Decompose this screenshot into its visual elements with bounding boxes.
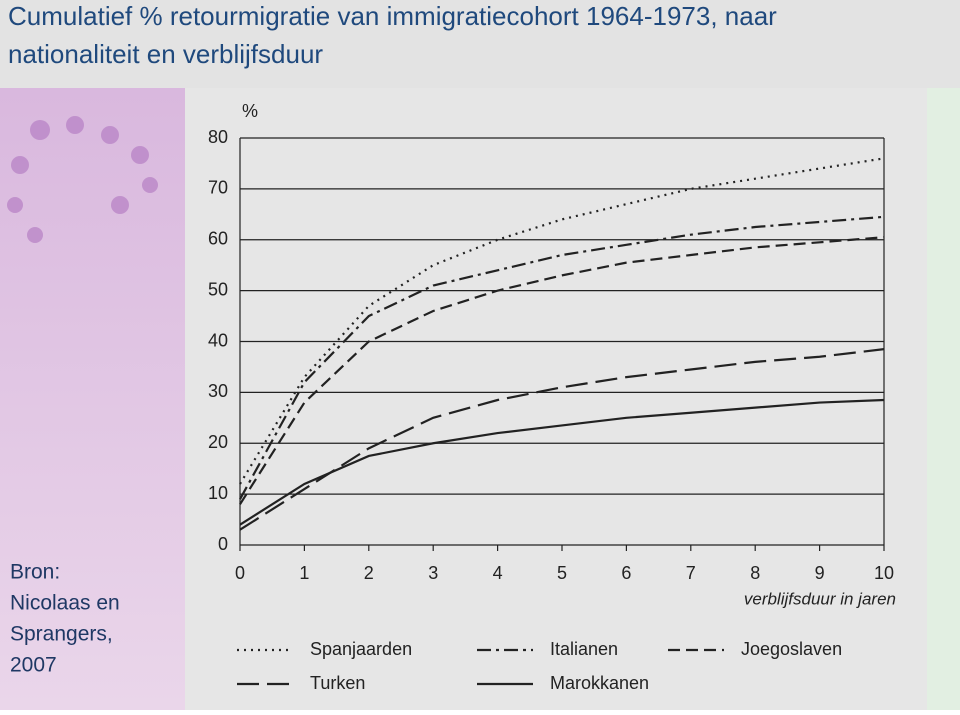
series-line xyxy=(239,236,885,505)
source-line: Sprangers, xyxy=(10,623,113,646)
title-line: Cumulatief % retourmigratie van immigrat… xyxy=(8,1,777,31)
y-tick-label: 0 xyxy=(218,534,228,554)
y-tick-label: 30 xyxy=(208,381,228,401)
title-bar xyxy=(0,0,960,88)
x-tick-label: 3 xyxy=(428,563,438,583)
x-tick-label: 8 xyxy=(750,563,760,583)
legend-label: Turken xyxy=(310,673,365,693)
logo-decoration xyxy=(7,116,158,243)
y-tick-label: 50 xyxy=(208,279,228,299)
legend-label: Marokkanen xyxy=(550,673,649,693)
x-axis-label: verblijfsduur in jaren xyxy=(744,589,896,608)
left-panel xyxy=(0,88,185,710)
x-tick-label: 9 xyxy=(815,563,825,583)
y-tick-label: 80 xyxy=(208,127,228,147)
x-tick-label: 0 xyxy=(235,563,245,583)
y-tick-label: 10 xyxy=(208,483,228,503)
chart-background xyxy=(185,88,927,710)
series-line xyxy=(239,398,885,526)
source-line: 2007 xyxy=(10,654,57,677)
y-tick-label: 60 xyxy=(208,229,228,249)
x-tick-label: 6 xyxy=(621,563,631,583)
x-tick-label: 4 xyxy=(493,563,503,583)
x-tick-label: 2 xyxy=(364,563,374,583)
y-tick-label: 20 xyxy=(208,432,228,452)
y-axis-label: % xyxy=(242,101,258,121)
legend-label: Spanjaarden xyxy=(310,639,412,659)
x-tick-label: 10 xyxy=(874,563,894,583)
series-line xyxy=(239,348,885,531)
right-strip xyxy=(927,88,960,710)
y-tick-label: 40 xyxy=(208,330,228,350)
x-tick-label: 5 xyxy=(557,563,567,583)
title-line: nationaliteit en verblijfsduur xyxy=(8,39,323,69)
source-line: Bron: xyxy=(10,561,60,584)
x-tick-label: 7 xyxy=(686,563,696,583)
legend-label: Joegoslaven xyxy=(741,639,842,659)
x-tick-label: 1 xyxy=(299,563,309,583)
legend-label: Italianen xyxy=(550,639,618,659)
series-line xyxy=(239,215,885,500)
source-line: Nicolaas en xyxy=(10,592,120,615)
y-tick-label: 70 xyxy=(208,178,228,198)
